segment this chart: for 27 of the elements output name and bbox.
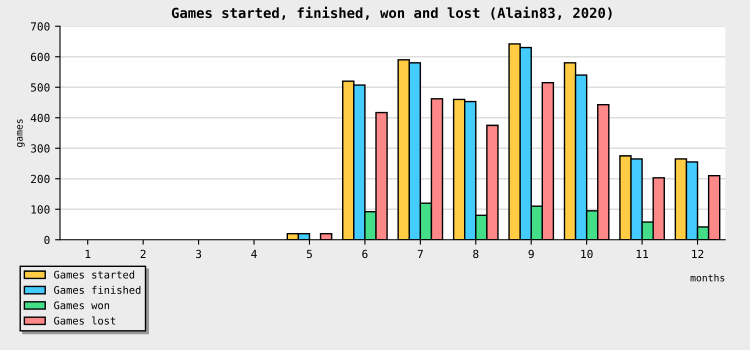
legend-label: Games lost [54,316,116,325]
x-tick-label: 2 [140,250,146,258]
y-axis-title: games [17,119,25,148]
x-tick-label: 3 [196,250,202,258]
x-tick-label: 4 [251,250,257,258]
legend-label: Games started [54,270,134,279]
x-tick-label: 8 [473,250,478,258]
y-tick-label: 200 [31,174,50,184]
x-tick-label: 5 [306,250,312,258]
x-tick-label: 7 [418,250,423,258]
legend-label: Games won [54,301,110,310]
y-tick-label: 0 [44,236,50,244]
chart-title: Games started, finished, won and lost (Alain83, 2020) [172,6,612,20]
y-tick-label: 300 [30,144,50,153]
x-tick-label: 11 [636,250,648,258]
y-tick-label: 100 [32,205,50,214]
x-tick-label: 12 [692,250,704,258]
x-tick-label: 6 [362,250,368,258]
legend-label: Games finished [54,286,140,294]
x-axis-title: months [690,274,724,282]
y-tick-label: 500 [30,83,50,92]
x-tick-label: 9 [528,250,534,258]
x-tick-label: 1 [86,250,90,258]
y-tick-label: 700 [30,22,50,31]
x-tick-label: 10 [581,250,593,258]
y-tick-label: 600 [30,52,50,62]
y-tick-label: 400 [30,114,50,122]
